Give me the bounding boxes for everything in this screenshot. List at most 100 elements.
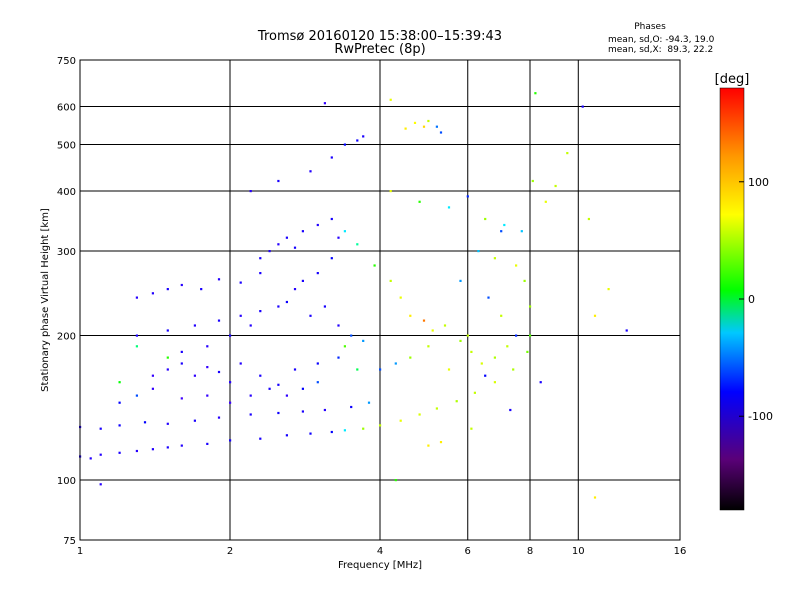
data-point — [512, 368, 515, 371]
data-point — [466, 195, 469, 198]
data-point — [409, 356, 412, 359]
data-point — [470, 350, 473, 353]
data-point — [534, 92, 537, 95]
y-tick-label: 500 — [57, 141, 76, 152]
data-point — [259, 257, 262, 260]
data-point — [529, 305, 532, 308]
data-point — [394, 362, 397, 365]
data-point — [362, 427, 365, 430]
data-point — [418, 413, 421, 416]
data-point — [259, 310, 262, 313]
data-point — [422, 125, 426, 128]
data-point — [277, 243, 280, 246]
data-point — [239, 281, 242, 284]
data-point — [99, 483, 102, 486]
data-point — [229, 334, 232, 337]
data-point — [301, 279, 304, 282]
data-point — [529, 334, 532, 337]
data-point — [229, 439, 232, 442]
data-point — [427, 444, 430, 447]
data-point — [166, 368, 169, 371]
data-point — [277, 179, 280, 183]
data-point — [409, 314, 412, 317]
data-point — [439, 131, 443, 134]
data-point — [166, 329, 169, 332]
data-point — [285, 394, 288, 397]
data-point — [435, 407, 438, 410]
data-point — [285, 236, 288, 239]
data-point — [151, 448, 154, 451]
data-point — [427, 345, 430, 348]
data-point — [480, 362, 483, 365]
data-point — [193, 374, 196, 377]
data-point — [418, 200, 421, 203]
data-point — [431, 329, 434, 332]
data-point — [249, 190, 252, 193]
chart-title: Tromsø 20160120 15:38:00–15:39:43 — [257, 29, 502, 44]
data-point — [503, 223, 506, 227]
data-point — [259, 437, 262, 440]
x-tick-label: 6 — [465, 546, 471, 557]
data-point — [268, 250, 271, 253]
data-point — [166, 356, 169, 359]
data-point — [309, 432, 312, 435]
data-point — [239, 314, 242, 317]
data-point — [166, 288, 169, 291]
data-point — [337, 356, 340, 359]
data-point — [523, 279, 526, 282]
data-point — [473, 391, 476, 394]
x-tick-label: 16 — [674, 546, 687, 557]
data-point — [379, 368, 382, 371]
data-point — [515, 264, 518, 267]
data-point — [180, 444, 183, 447]
data-point — [180, 350, 183, 353]
data-point — [500, 230, 503, 233]
data-point — [135, 345, 138, 348]
data-point — [389, 98, 392, 101]
data-point — [443, 324, 447, 327]
data-point — [277, 305, 280, 308]
data-point — [330, 217, 333, 221]
data-point — [166, 422, 169, 425]
data-point — [249, 413, 252, 416]
data-point — [277, 383, 280, 386]
data-point — [118, 401, 121, 404]
data-point — [200, 288, 203, 291]
data-point — [180, 362, 183, 365]
data-point — [435, 125, 438, 128]
data-point — [316, 272, 319, 275]
data-point — [466, 334, 469, 337]
data-point — [350, 334, 353, 337]
colorbar-tick-label: 0 — [748, 293, 755, 306]
data-point — [323, 408, 326, 412]
data-point — [581, 105, 584, 108]
data-point — [330, 156, 333, 159]
data-point — [459, 279, 462, 282]
data-point — [607, 288, 610, 291]
data-point — [515, 334, 518, 337]
data-point — [554, 184, 557, 188]
data-point — [593, 496, 597, 499]
y-tick-label: 300 — [57, 247, 76, 258]
data-point — [206, 442, 209, 445]
data-point — [249, 394, 252, 397]
data-point — [135, 296, 138, 299]
data-point — [277, 411, 280, 415]
data-point — [493, 356, 496, 359]
chart-subtitle: RwPretec (8p) — [334, 42, 425, 57]
data-point — [484, 374, 487, 377]
colorbar-label: [deg] — [715, 72, 750, 87]
data-point — [293, 368, 297, 371]
data-point — [217, 319, 221, 322]
data-point — [587, 217, 590, 221]
data-point — [316, 362, 319, 365]
y-tick-label: 600 — [57, 103, 76, 114]
data-point — [337, 324, 340, 327]
data-point — [135, 449, 138, 453]
data-point — [404, 127, 407, 130]
data-point — [323, 305, 326, 308]
data-point — [593, 314, 597, 317]
data-point — [330, 430, 333, 434]
data-point — [399, 419, 402, 422]
